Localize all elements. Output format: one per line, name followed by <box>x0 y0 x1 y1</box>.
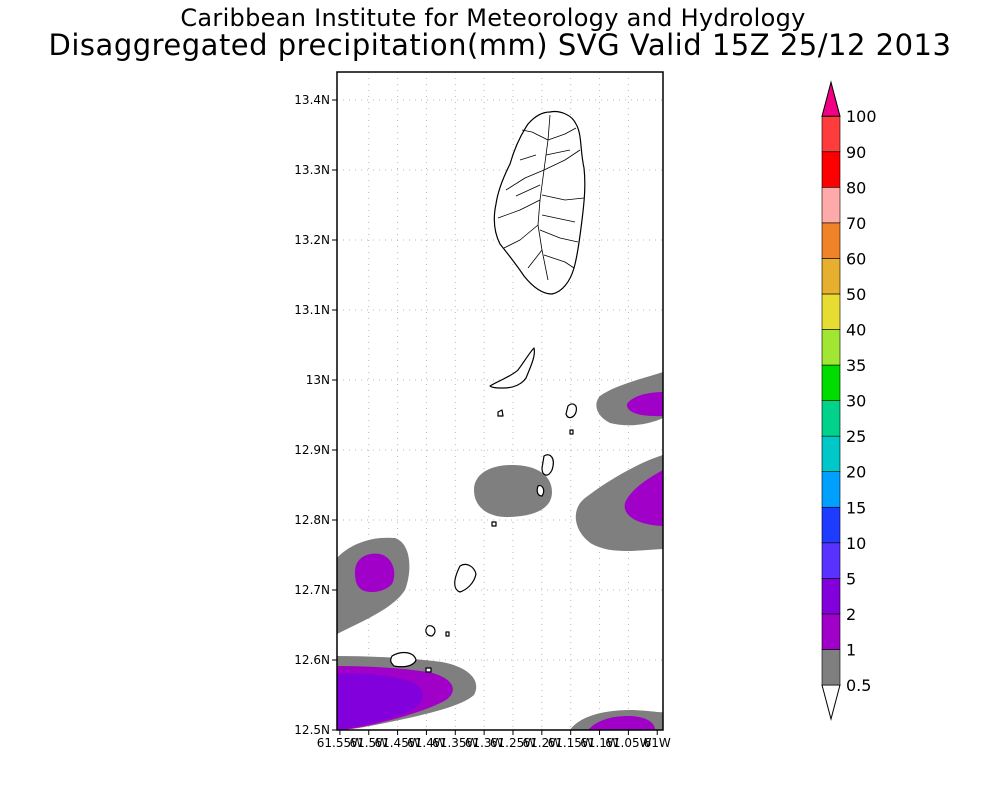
colorbar-under-arrow <box>822 685 840 719</box>
colorbar-segment <box>822 401 840 437</box>
lat-tick-label: 13N <box>306 373 330 387</box>
island-small-2 <box>570 430 573 434</box>
colorbar-level-label: 60 <box>846 249 866 268</box>
colorbar-level-label: 20 <box>846 463 866 482</box>
colorbar-segment <box>822 578 840 614</box>
lat-tick-label: 13.2N <box>294 233 330 247</box>
island-small-3 <box>492 522 496 526</box>
colorbar-level-label: 80 <box>846 178 866 197</box>
colorbar-segment <box>822 472 840 508</box>
colorbar-level-label: 30 <box>846 392 866 411</box>
colorbar-segment <box>822 649 840 685</box>
colorbar-segment <box>822 330 840 366</box>
colorbar-segment <box>822 436 840 472</box>
island-mustique <box>566 404 576 418</box>
precip-area-1-west <box>355 554 394 592</box>
colorbar-segment <box>822 258 840 294</box>
colorbar-level-label: 0.5 <box>846 676 871 695</box>
colorbar-level-label: 1 <box>846 640 856 659</box>
colorbar-level-label: 90 <box>846 143 866 162</box>
island-petite-martinique <box>426 626 435 636</box>
colorbar-level-label: 100 <box>846 107 877 126</box>
colorbar-level-label: 70 <box>846 214 866 233</box>
island-bequia <box>490 348 534 388</box>
colorbar-segment <box>822 116 840 152</box>
colorbar-segment <box>822 152 840 188</box>
colorbar-level-label: 25 <box>846 427 866 446</box>
colorbar-segment <box>822 543 840 579</box>
colorbar-level-label: 15 <box>846 498 866 517</box>
coastlines <box>391 112 585 672</box>
lat-tick-label: 12.7N <box>294 583 330 597</box>
lat-tick-label: 12.5N <box>294 723 330 737</box>
longitude-labels: 61.55W61.5W61.45W61.4W61.35W61.3W61.25W6… <box>317 736 671 750</box>
latitude-labels: 12.5N 12.6N 12.7N 12.8N 12.9N 13N 13.1N 13.2N 13… <box>294 93 330 737</box>
colorbar-segment <box>822 507 840 543</box>
colorbar-level-label: 50 <box>846 285 866 304</box>
lat-tick-label: 13.4N <box>294 93 330 107</box>
lat-tick-label: 12.6N <box>294 653 330 667</box>
island-canouan <box>542 455 553 475</box>
island-carriacou <box>391 653 416 667</box>
lat-tick-label: 13.3N <box>294 163 330 177</box>
island-mayreau <box>537 486 543 496</box>
colorbar-level-label: 10 <box>846 534 866 553</box>
colorbar-level-label: 2 <box>846 605 856 624</box>
colorbar-level-label: 5 <box>846 569 856 588</box>
colorbar-segment <box>822 365 840 401</box>
lon-tick-label: 61W <box>644 736 671 750</box>
island-small-1 <box>498 410 503 416</box>
lat-tick-label: 13.1N <box>294 303 330 317</box>
island-small-5 <box>426 668 431 672</box>
lat-tick-label: 12.8N <box>294 513 330 527</box>
island-union <box>455 564 476 592</box>
precipitation-shading <box>337 372 663 730</box>
colorbar-segment <box>822 223 840 259</box>
lat-tick-label: 12.9N <box>294 443 330 457</box>
colorbar-segment <box>822 187 840 223</box>
colorbar-level-label: 40 <box>846 321 866 340</box>
island-small-4 <box>446 632 449 636</box>
colorbar-over-arrow <box>822 82 840 116</box>
colorbar-segment <box>822 294 840 330</box>
colorbar-level-label: 35 <box>846 356 866 375</box>
colorbar-segment <box>822 614 840 650</box>
